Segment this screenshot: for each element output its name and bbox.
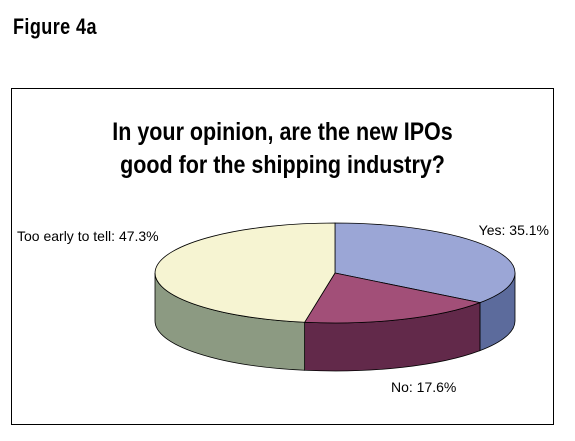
chart-frame: In your opinion, are the new IPOs good f… <box>11 88 554 425</box>
slice-label-yes: Yes: 35.1% <box>479 222 549 238</box>
chart-title: In your opinion, are the new IPOs good f… <box>50 116 515 182</box>
pie-slice-no <box>303 272 482 324</box>
pie-sides <box>154 272 516 372</box>
pie-labels: Yes: 35.1% No: 17.6% Too early to tell: 47… <box>17 222 549 395</box>
chart-title-line-2: good for the shipping industry? <box>120 151 445 179</box>
pie-slice-too-early <box>154 222 336 323</box>
slice-label-too-early: Too early to tell: 47.3% <box>17 228 159 244</box>
chart-title-line-1: In your opinion, are the new IPOs <box>112 118 453 146</box>
pie-slice-yes <box>334 222 516 304</box>
pie-chart: Yes: 35.1% No: 17.6% Too early to tell: 47… <box>17 222 549 395</box>
slice-label-no: No: 17.6% <box>391 379 456 395</box>
figure-label: Figure 4a <box>13 14 97 39</box>
pie-tops <box>154 222 516 324</box>
